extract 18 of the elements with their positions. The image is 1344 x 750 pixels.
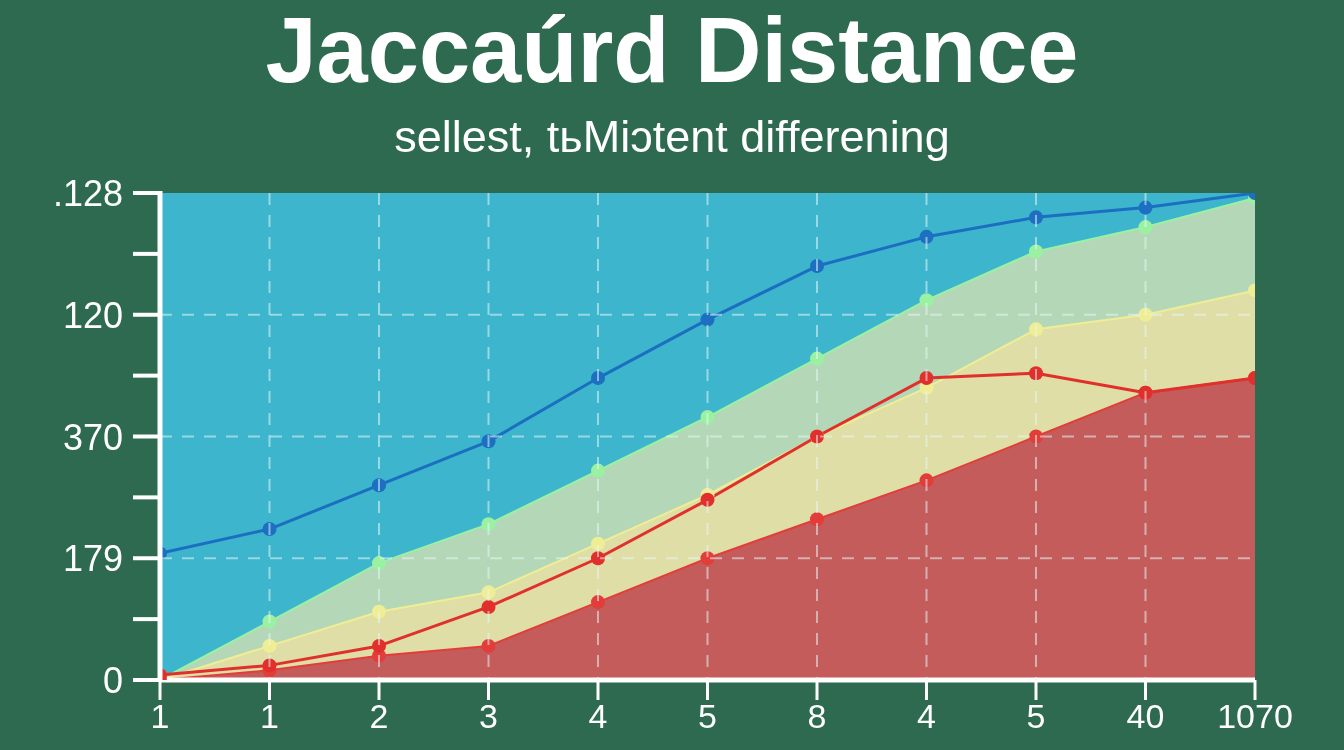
x-tick-label: 40	[1126, 697, 1165, 735]
x-tick-label: 1	[150, 697, 170, 735]
x-tick-label: 1070	[1217, 697, 1293, 735]
text: 0	[102, 659, 123, 701]
x-tick-label: 4	[588, 697, 608, 735]
x-tick-label: 2	[369, 697, 389, 735]
x-tick-label: 5	[698, 697, 717, 735]
text: .128	[52, 172, 123, 214]
x-tick-label: 5	[1026, 697, 1046, 735]
text: 120	[62, 294, 123, 336]
chart-title: Jaccaúrd Distance	[264, 0, 1080, 102]
x-tick-label: 3	[479, 697, 498, 735]
x-tick-label: 1	[260, 697, 279, 735]
x-tick-label: 4	[917, 697, 936, 735]
text: 179	[62, 537, 123, 579]
chart-subtitle: sellest, tьMiɔtent differening	[393, 111, 951, 162]
x-tick-label: 8	[807, 697, 827, 735]
text: 370	[62, 416, 123, 457]
